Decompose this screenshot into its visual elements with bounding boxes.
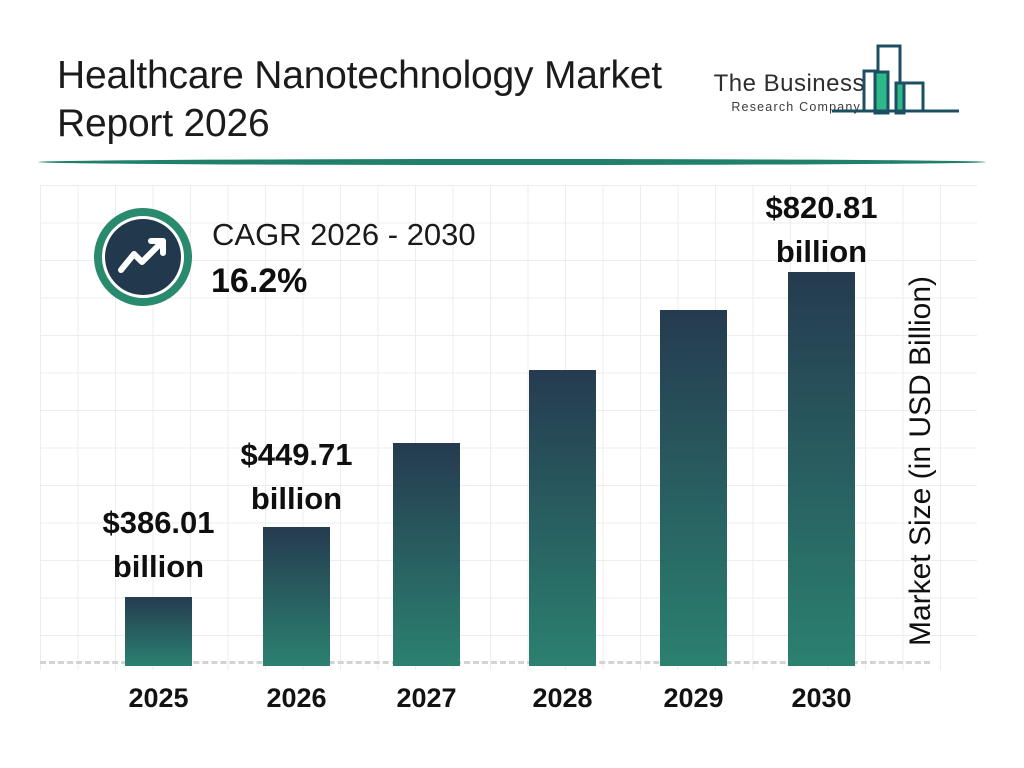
bar-2028 [529, 370, 596, 666]
logo-text-primary: The Business [713, 70, 865, 97]
x-tick-2030: 2030 [791, 683, 852, 713]
bar-2026 [263, 527, 330, 666]
title-line-1: Healthcare Nanotechnology Market [57, 54, 662, 97]
y-axis-label: Market Size (in USD Billion) [904, 275, 937, 647]
bar-2027 [393, 443, 460, 666]
logo-text: The Business Research Company [700, 70, 865, 114]
x-tick-2029: 2029 [663, 683, 724, 713]
x-tick-2026: 2026 [266, 683, 327, 713]
x-tick-2025: 2025 [128, 683, 189, 713]
divider-line [38, 159, 986, 165]
page-title: Healthcare Nanotechnology Market Report … [57, 52, 677, 148]
cagr-value: 16.2% [211, 262, 308, 300]
chart-baseline [40, 661, 930, 664]
value-label-2030: $820.81 billion [765, 190, 878, 269]
cagr-label: CAGR 2026 - 2030 [212, 217, 476, 252]
value-label-2026: $449.71 billion [240, 437, 353, 516]
bar-2025 [125, 597, 192, 666]
bar-2029 [660, 310, 727, 666]
title-line-2: Report 2026 [57, 102, 270, 145]
value-label-2025: $386.01 billion [102, 505, 215, 584]
trend-up-icon [94, 208, 192, 306]
bar-2030 [788, 272, 855, 666]
x-tick-2028: 2028 [532, 683, 593, 713]
x-tick-2027: 2027 [396, 683, 457, 713]
logo-text-secondary: Research Company [731, 100, 861, 114]
bar-chart-logo-icon [832, 44, 959, 115]
